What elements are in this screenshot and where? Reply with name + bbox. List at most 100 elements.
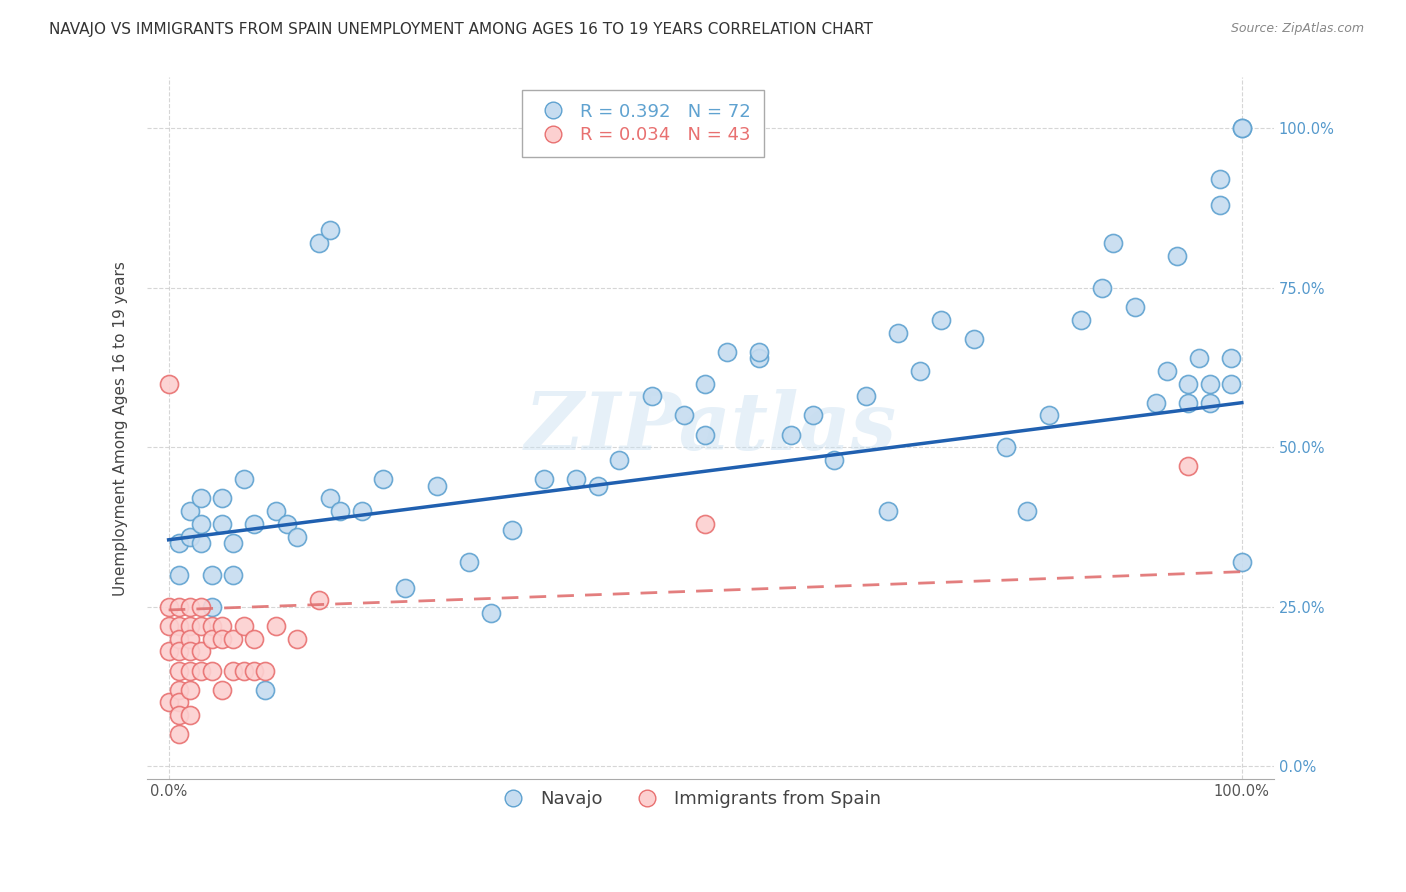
Point	[179, 599, 201, 614]
Point	[254, 664, 277, 678]
Point	[1177, 395, 1199, 409]
Point	[232, 664, 254, 678]
Point	[695, 376, 717, 391]
Point	[748, 351, 770, 365]
Point	[1220, 376, 1243, 391]
Point	[318, 491, 340, 506]
Point	[1230, 121, 1253, 136]
Point	[200, 664, 222, 678]
Text: NAVAJO VS IMMIGRANTS FROM SPAIN UNEMPLOYMENT AMONG AGES 16 TO 19 YEARS CORRELATI: NAVAJO VS IMMIGRANTS FROM SPAIN UNEMPLOY…	[49, 22, 873, 37]
Legend: Navajo, Immigrants from Spain: Navajo, Immigrants from Spain	[488, 783, 889, 815]
Point	[200, 632, 222, 646]
Point	[243, 516, 266, 531]
Point	[264, 619, 287, 633]
Point	[169, 619, 191, 633]
Point	[908, 364, 931, 378]
Point	[1144, 395, 1167, 409]
Point	[1017, 504, 1039, 518]
Point	[264, 504, 287, 518]
Point	[565, 472, 588, 486]
Point	[1177, 459, 1199, 474]
Point	[200, 619, 222, 633]
Point	[169, 644, 191, 658]
Point	[1209, 172, 1232, 186]
Point	[190, 644, 212, 658]
Point	[855, 389, 877, 403]
Point	[179, 664, 201, 678]
Point	[640, 389, 662, 403]
Point	[1123, 300, 1146, 314]
Point	[962, 332, 984, 346]
Point	[1209, 198, 1232, 212]
Point	[586, 478, 609, 492]
Point	[157, 644, 180, 658]
Point	[243, 664, 266, 678]
Point	[931, 312, 953, 326]
Point	[716, 344, 738, 359]
Point	[350, 504, 373, 518]
Point	[479, 606, 502, 620]
Point	[243, 632, 266, 646]
Point	[190, 664, 212, 678]
Point	[190, 516, 212, 531]
Point	[1166, 249, 1188, 263]
Point	[1091, 281, 1114, 295]
Point	[254, 682, 277, 697]
Point	[695, 427, 717, 442]
Point	[157, 599, 180, 614]
Point	[179, 644, 201, 658]
Point	[222, 536, 245, 550]
Point	[179, 619, 201, 633]
Point	[179, 504, 201, 518]
Point	[190, 491, 212, 506]
Point	[1198, 376, 1220, 391]
Point	[232, 472, 254, 486]
Point	[222, 664, 245, 678]
Point	[1198, 395, 1220, 409]
Point	[169, 695, 191, 709]
Point	[157, 619, 180, 633]
Point	[179, 708, 201, 723]
Point	[533, 472, 555, 486]
Point	[887, 326, 910, 340]
Point	[190, 536, 212, 550]
Point	[190, 599, 212, 614]
Point	[801, 409, 824, 423]
Point	[169, 727, 191, 741]
Point	[501, 523, 523, 537]
Point	[190, 619, 212, 633]
Point	[329, 504, 352, 518]
Point	[211, 516, 233, 531]
Point	[169, 682, 191, 697]
Point	[823, 453, 845, 467]
Point	[1156, 364, 1178, 378]
Point	[179, 632, 201, 646]
Point	[287, 632, 309, 646]
Point	[609, 453, 631, 467]
Point	[169, 708, 191, 723]
Point	[169, 567, 191, 582]
Point	[1230, 555, 1253, 569]
Point	[211, 682, 233, 697]
Point	[211, 491, 233, 506]
Point	[426, 478, 449, 492]
Point	[1177, 376, 1199, 391]
Point	[373, 472, 395, 486]
Y-axis label: Unemployment Among Ages 16 to 19 years: Unemployment Among Ages 16 to 19 years	[114, 260, 128, 596]
Point	[211, 632, 233, 646]
Point	[222, 567, 245, 582]
Point	[308, 593, 330, 607]
Point	[157, 695, 180, 709]
Point	[222, 632, 245, 646]
Point	[179, 682, 201, 697]
Text: ZIPatlas: ZIPatlas	[524, 390, 897, 467]
Point	[695, 516, 717, 531]
Point	[1220, 351, 1243, 365]
Point	[169, 536, 191, 550]
Point	[200, 599, 222, 614]
Point	[169, 664, 191, 678]
Point	[994, 440, 1017, 454]
Point	[1230, 121, 1253, 136]
Point	[458, 555, 481, 569]
Point	[1102, 236, 1125, 251]
